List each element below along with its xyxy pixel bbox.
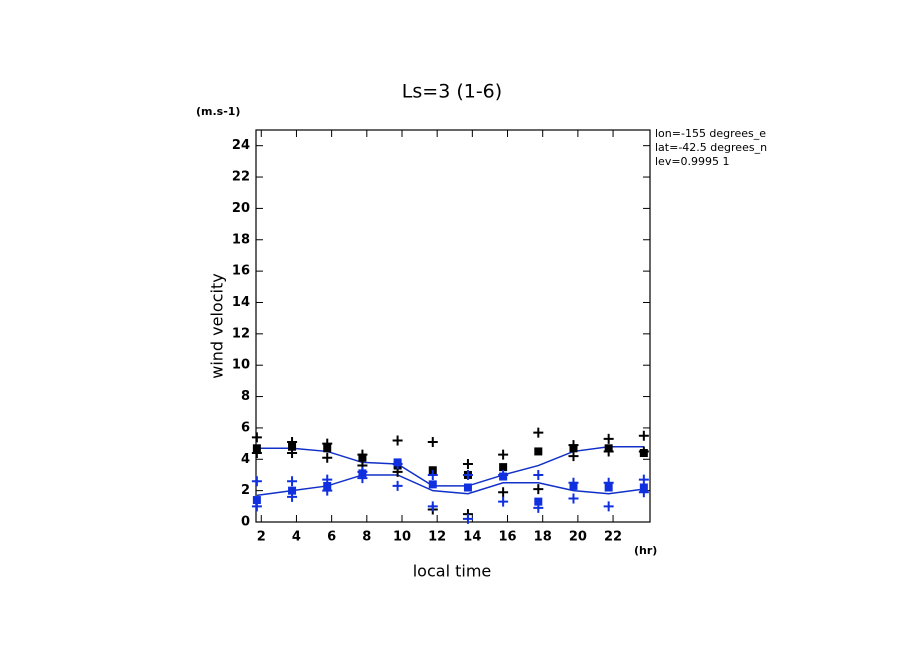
y-tick-label: 16 (232, 264, 250, 279)
cross-marker (568, 493, 579, 504)
cross-marker (322, 474, 333, 485)
y-unit: (m.s-1) (196, 105, 240, 118)
x-tick-label: 18 (534, 530, 552, 545)
cross-marker (251, 476, 262, 487)
cross-marker (462, 458, 473, 469)
cross-marker (392, 480, 403, 491)
x-tick-label: 6 (327, 530, 336, 545)
cross-marker (427, 469, 438, 480)
x-tick-label: 22 (604, 530, 622, 545)
cross-marker (322, 438, 333, 449)
x-tick-label: 10 (393, 530, 411, 545)
x-tick-label: 16 (498, 530, 516, 545)
y-tick-label: 6 (241, 420, 250, 435)
x-unit: (hr) (634, 544, 657, 557)
y-axis-label: wind velocity (208, 273, 227, 378)
x-tick-label: 14 (463, 530, 481, 545)
y-tick-label: 14 (232, 295, 250, 310)
square-marker (252, 496, 261, 505)
y-tick-label: 24 (232, 138, 250, 153)
square-marker (534, 497, 543, 506)
cross-marker (251, 432, 262, 443)
cross-marker (638, 487, 649, 498)
series-line (256, 445, 644, 487)
chart-title: Ls=3 (1-6) (402, 81, 502, 103)
y-tick-label: 0 (241, 515, 250, 530)
annotation: lat=-42.5 degrees_n (655, 141, 767, 154)
y-tick-label: 4 (241, 452, 250, 467)
cross-marker (603, 501, 614, 512)
cross-marker (533, 484, 544, 495)
cross-marker (638, 430, 649, 441)
y-tick-label: 20 (232, 201, 250, 216)
x-tick-label: 8 (362, 530, 371, 545)
plot-frame (255, 129, 651, 523)
series-line (256, 474, 644, 497)
annotation: lev=0.9995 1 (655, 155, 730, 168)
cross-marker (287, 448, 298, 459)
square-marker (463, 483, 472, 492)
x-tick-label: 20 (569, 530, 587, 545)
cross-marker (322, 485, 333, 496)
x-tick-label: 4 (292, 530, 301, 545)
y-tick-label: 10 (232, 358, 250, 373)
cross-marker (533, 427, 544, 438)
x-tick-label: 2 (257, 530, 266, 545)
cross-marker (287, 437, 298, 448)
y-tick-label: 8 (241, 389, 250, 404)
x-axis-label: local time (413, 562, 492, 581)
annotation: lon=-155 degrees_e (655, 127, 766, 140)
cross-marker (498, 487, 509, 498)
cross-marker (533, 502, 544, 513)
cross-marker (462, 513, 473, 524)
square-marker (534, 447, 543, 456)
cross-marker (603, 446, 614, 457)
cross-marker (603, 477, 614, 488)
y-tick-label: 22 (232, 170, 250, 185)
cross-marker (427, 501, 438, 512)
cross-marker (638, 446, 649, 457)
cross-marker (251, 448, 262, 459)
cross-marker (357, 473, 368, 484)
y-tick-label: 2 (241, 483, 250, 498)
cross-marker (498, 449, 509, 460)
x-tick-label: 12 (428, 530, 446, 545)
cross-marker (568, 477, 579, 488)
cross-marker (533, 469, 544, 480)
square-marker (428, 480, 437, 489)
cross-marker (603, 433, 614, 444)
cross-marker (392, 435, 403, 446)
cross-marker (568, 451, 579, 462)
square-marker (288, 486, 297, 495)
cross-marker (251, 501, 262, 512)
cross-marker (392, 458, 403, 469)
square-marker (499, 463, 508, 472)
cross-marker (427, 437, 438, 448)
cross-marker (568, 440, 579, 451)
cross-marker (462, 469, 473, 480)
cross-marker (322, 452, 333, 463)
y-tick-label: 12 (232, 326, 250, 341)
cross-marker (357, 449, 368, 460)
cross-marker (498, 496, 509, 507)
cross-marker (638, 474, 649, 485)
cross-marker (287, 476, 298, 487)
cross-marker (287, 491, 298, 502)
cross-marker (498, 469, 509, 480)
y-tick-label: 18 (232, 232, 250, 247)
